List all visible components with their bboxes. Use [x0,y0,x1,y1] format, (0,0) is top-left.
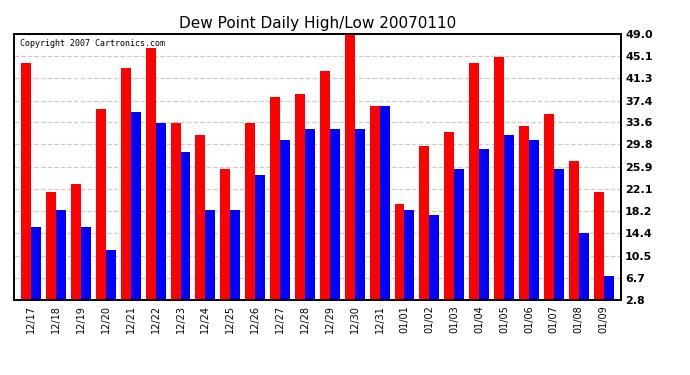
Bar [96,109,106,300]
Bar [345,28,355,300]
Bar [429,215,440,300]
Bar [206,210,215,300]
Bar [579,232,589,300]
Bar [380,106,390,300]
Bar [131,111,141,300]
Bar [295,94,305,300]
Bar [280,140,290,300]
Bar [146,48,156,300]
Bar [529,140,539,300]
Bar [444,132,454,300]
Bar [195,135,206,300]
Bar [170,123,181,300]
Bar [544,114,554,300]
Bar [56,210,66,300]
Bar [395,204,404,300]
Bar [46,192,56,300]
Bar [330,129,339,300]
Bar [404,210,415,300]
Bar [469,63,479,300]
Bar [420,146,429,300]
Bar [569,160,579,300]
Bar [31,227,41,300]
Bar [593,192,604,300]
Bar [305,129,315,300]
Bar [370,106,380,300]
Bar [270,97,280,300]
Bar [230,210,240,300]
Bar [604,276,613,300]
Bar [454,169,464,300]
Bar [519,126,529,300]
Title: Dew Point Daily High/Low 20070110: Dew Point Daily High/Low 20070110 [179,16,456,31]
Bar [355,129,365,300]
Bar [21,63,31,300]
Bar [121,68,131,300]
Bar [181,152,190,300]
Bar [220,169,230,300]
Bar [255,175,265,300]
Bar [479,149,489,300]
Bar [494,57,504,300]
Bar [245,123,255,300]
Bar [156,123,166,300]
Text: Copyright 2007 Cartronics.com: Copyright 2007 Cartronics.com [20,39,165,48]
Bar [554,169,564,300]
Bar [81,227,91,300]
Bar [504,135,514,300]
Bar [320,71,330,300]
Bar [71,184,81,300]
Bar [106,250,116,300]
